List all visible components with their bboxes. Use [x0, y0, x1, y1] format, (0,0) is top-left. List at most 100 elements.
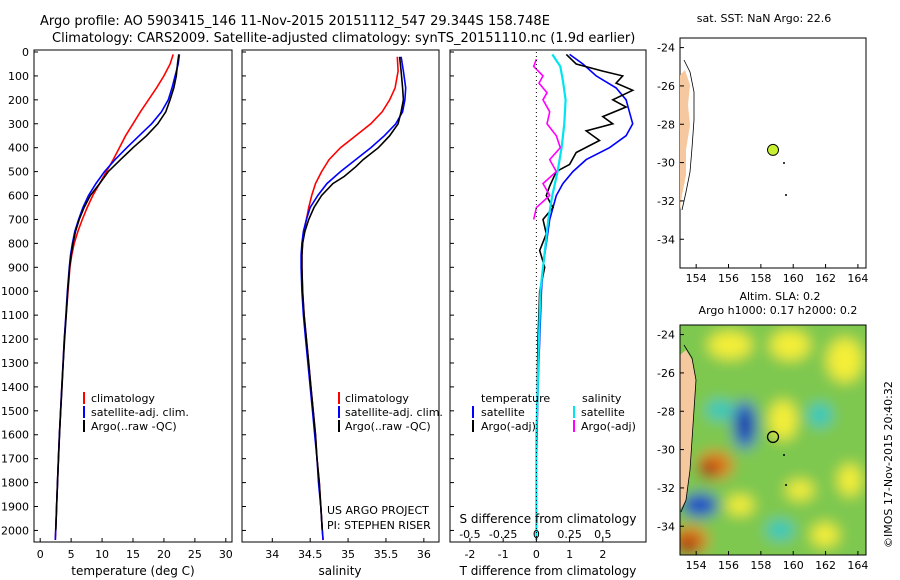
- sst-map-axis: 154 156 158 160 162 164 -24 -26 -28 -30 -32 -34: [657, 42, 868, 285]
- map-y-tick-label: -34: [657, 520, 675, 533]
- x-tick-label: 15: [126, 548, 140, 561]
- x-tick-label: 30: [219, 548, 233, 561]
- depth-tick-label: 800: [8, 237, 29, 250]
- x-tick-label: 0: [533, 548, 540, 561]
- map-y-tick-label: -28: [657, 405, 675, 418]
- x-tick-label: -1: [498, 548, 509, 561]
- legend-clim-2: climatology: [345, 392, 409, 405]
- x-tick-label: 5: [68, 548, 75, 561]
- s-tick-label: 0.25: [557, 528, 582, 541]
- depth-tick-label: 0: [22, 46, 29, 59]
- sst-map-track-dot: [783, 162, 785, 164]
- map-x-tick-label: 158: [750, 559, 771, 572]
- t-diff-xlabel: T difference from climatology: [459, 564, 637, 578]
- depth-axis: 0 100 200 300 400 500 600 700 800 900 1000 1100 1200…: [1, 46, 454, 537]
- map-y-tick-label: -24: [657, 329, 675, 342]
- depth-tick-label: 600: [8, 190, 29, 203]
- legend-sat-2: satellite-adj. clim.: [345, 406, 443, 419]
- map-x-tick-label: 154: [686, 272, 707, 285]
- sla-map-track-dot: [783, 454, 785, 456]
- temperature-xlabel: temperature (deg C): [71, 564, 194, 578]
- s-tick-label: 0.5: [594, 528, 612, 541]
- map-y-tick-label: -30: [657, 157, 675, 170]
- s-tick-label: -0.25: [489, 528, 517, 541]
- sla-map-track-dot: [785, 484, 787, 486]
- legend-argo-1: Argo(..raw -QC): [91, 420, 177, 433]
- map-x-tick-label: 160: [783, 559, 804, 572]
- x-tick-label: 35: [341, 548, 355, 561]
- map-x-tick-label: 164: [847, 559, 868, 572]
- legend-temp-heading: temperature: [481, 392, 550, 405]
- x-tick-label: 10: [95, 548, 109, 561]
- series-line-t-argo-adj-: [535, 53, 635, 531]
- x-tick-label: 35.5: [374, 548, 399, 561]
- series-line-t-satellite: [535, 53, 634, 540]
- x-tick-label: 25: [188, 548, 202, 561]
- pi-label: PI: STEPHEN RISER: [327, 519, 431, 532]
- depth-tick-label: 1400: [1, 381, 29, 394]
- depth-tick-label: 1100: [1, 309, 29, 322]
- series-line-satellite-adj-clim-: [54, 54, 181, 541]
- sla-heatmap: [680, 325, 866, 555]
- map-x-tick-label: 162: [815, 559, 836, 572]
- s-diff-xlabel: S difference from climatology: [460, 512, 637, 526]
- map-y-tick-label: -28: [657, 118, 675, 131]
- x-tick-label: 1: [566, 548, 573, 561]
- salinity-xlabel: salinity: [318, 564, 361, 578]
- map-x-tick-label: 164: [847, 272, 868, 285]
- temperature-series: [54, 54, 181, 541]
- depth-tick-label: 1200: [1, 333, 29, 346]
- series-line-climatology: [301, 56, 399, 541]
- project-label: US ARGO PROJECT: [327, 504, 429, 517]
- map-y-tick-label: -32: [657, 195, 675, 208]
- map-x-tick-label: 156: [718, 559, 739, 572]
- depth-tick-label: 400: [8, 142, 29, 155]
- map-x-tick-label: 160: [783, 272, 804, 285]
- legend-s-sat: satellite: [581, 406, 625, 419]
- x-tick-label: -2: [464, 548, 475, 561]
- depth-tick-label: 1300: [1, 357, 29, 370]
- temperature-legend: climatology satellite-adj. clim. Argo(..…: [83, 392, 189, 433]
- header-line2: Climatology: CARS2009. Satellite-adjuste…: [52, 31, 635, 46]
- depth-tick-label: 200: [8, 94, 29, 107]
- map-y-tick-label: -26: [657, 80, 675, 93]
- map-x-tick-label: 162: [815, 272, 836, 285]
- sst-map-coast: [681, 59, 695, 211]
- map-y-tick-label: -24: [657, 42, 675, 55]
- s-tick-label: -0.5: [459, 528, 480, 541]
- legend-s-argo: Argo(-adj): [581, 420, 636, 433]
- depth-tick-label: 500: [8, 166, 29, 179]
- depth-tick-label: 1700: [1, 453, 29, 466]
- series-line-satellite-adj-clim-: [300, 56, 407, 541]
- series-line-argo-raw-qc-: [301, 56, 405, 531]
- depth-tick-label: 900: [8, 261, 29, 274]
- salinity-legend: climatology satellite-adj. clim. Argo(..…: [338, 392, 443, 433]
- sst-map-track-dot: [785, 194, 787, 196]
- x-tick-label: 34: [265, 548, 279, 561]
- map-y-tick-label: -26: [657, 367, 675, 380]
- legend-sat-1: satellite-adj. clim.: [91, 406, 189, 419]
- sst-map-argo-point: [767, 143, 779, 156]
- x-tick-label: 34.5: [298, 548, 323, 561]
- map-x-tick-label: 154: [686, 559, 707, 572]
- depth-tick-label: 1000: [1, 285, 29, 298]
- s-tick-label: 0: [533, 528, 540, 541]
- depth-tick-label: 700: [8, 213, 29, 226]
- sst-map-title: sat. SST: NaN Argo: 22.6: [697, 12, 831, 25]
- map-y-tick-label: -32: [657, 482, 675, 495]
- legend-sal-heading: salinity: [582, 392, 622, 405]
- depth-tick-label: 300: [8, 118, 29, 131]
- sla-title-line1: Altim. SLA: 0.2: [739, 290, 820, 303]
- depth-tick-label: 1500: [1, 405, 29, 418]
- x-tick-label: 0: [37, 548, 44, 561]
- series-line-s-argo-adj-: [532, 58, 562, 220]
- sla-map-frame: [679, 324, 867, 556]
- series-line-s-satellite: [535, 53, 567, 540]
- salinity-panel-frame: [241, 49, 440, 543]
- salinity-series: [300, 56, 407, 541]
- sla-title-line2: Argo h1000: 0.17 h2000: 0.2: [699, 304, 858, 317]
- map-y-tick-label: -34: [657, 233, 675, 246]
- depth-tick-label: 1800: [1, 477, 29, 490]
- header-line1: Argo profile: AO 5903415_146 11-Nov-2015…: [40, 14, 550, 29]
